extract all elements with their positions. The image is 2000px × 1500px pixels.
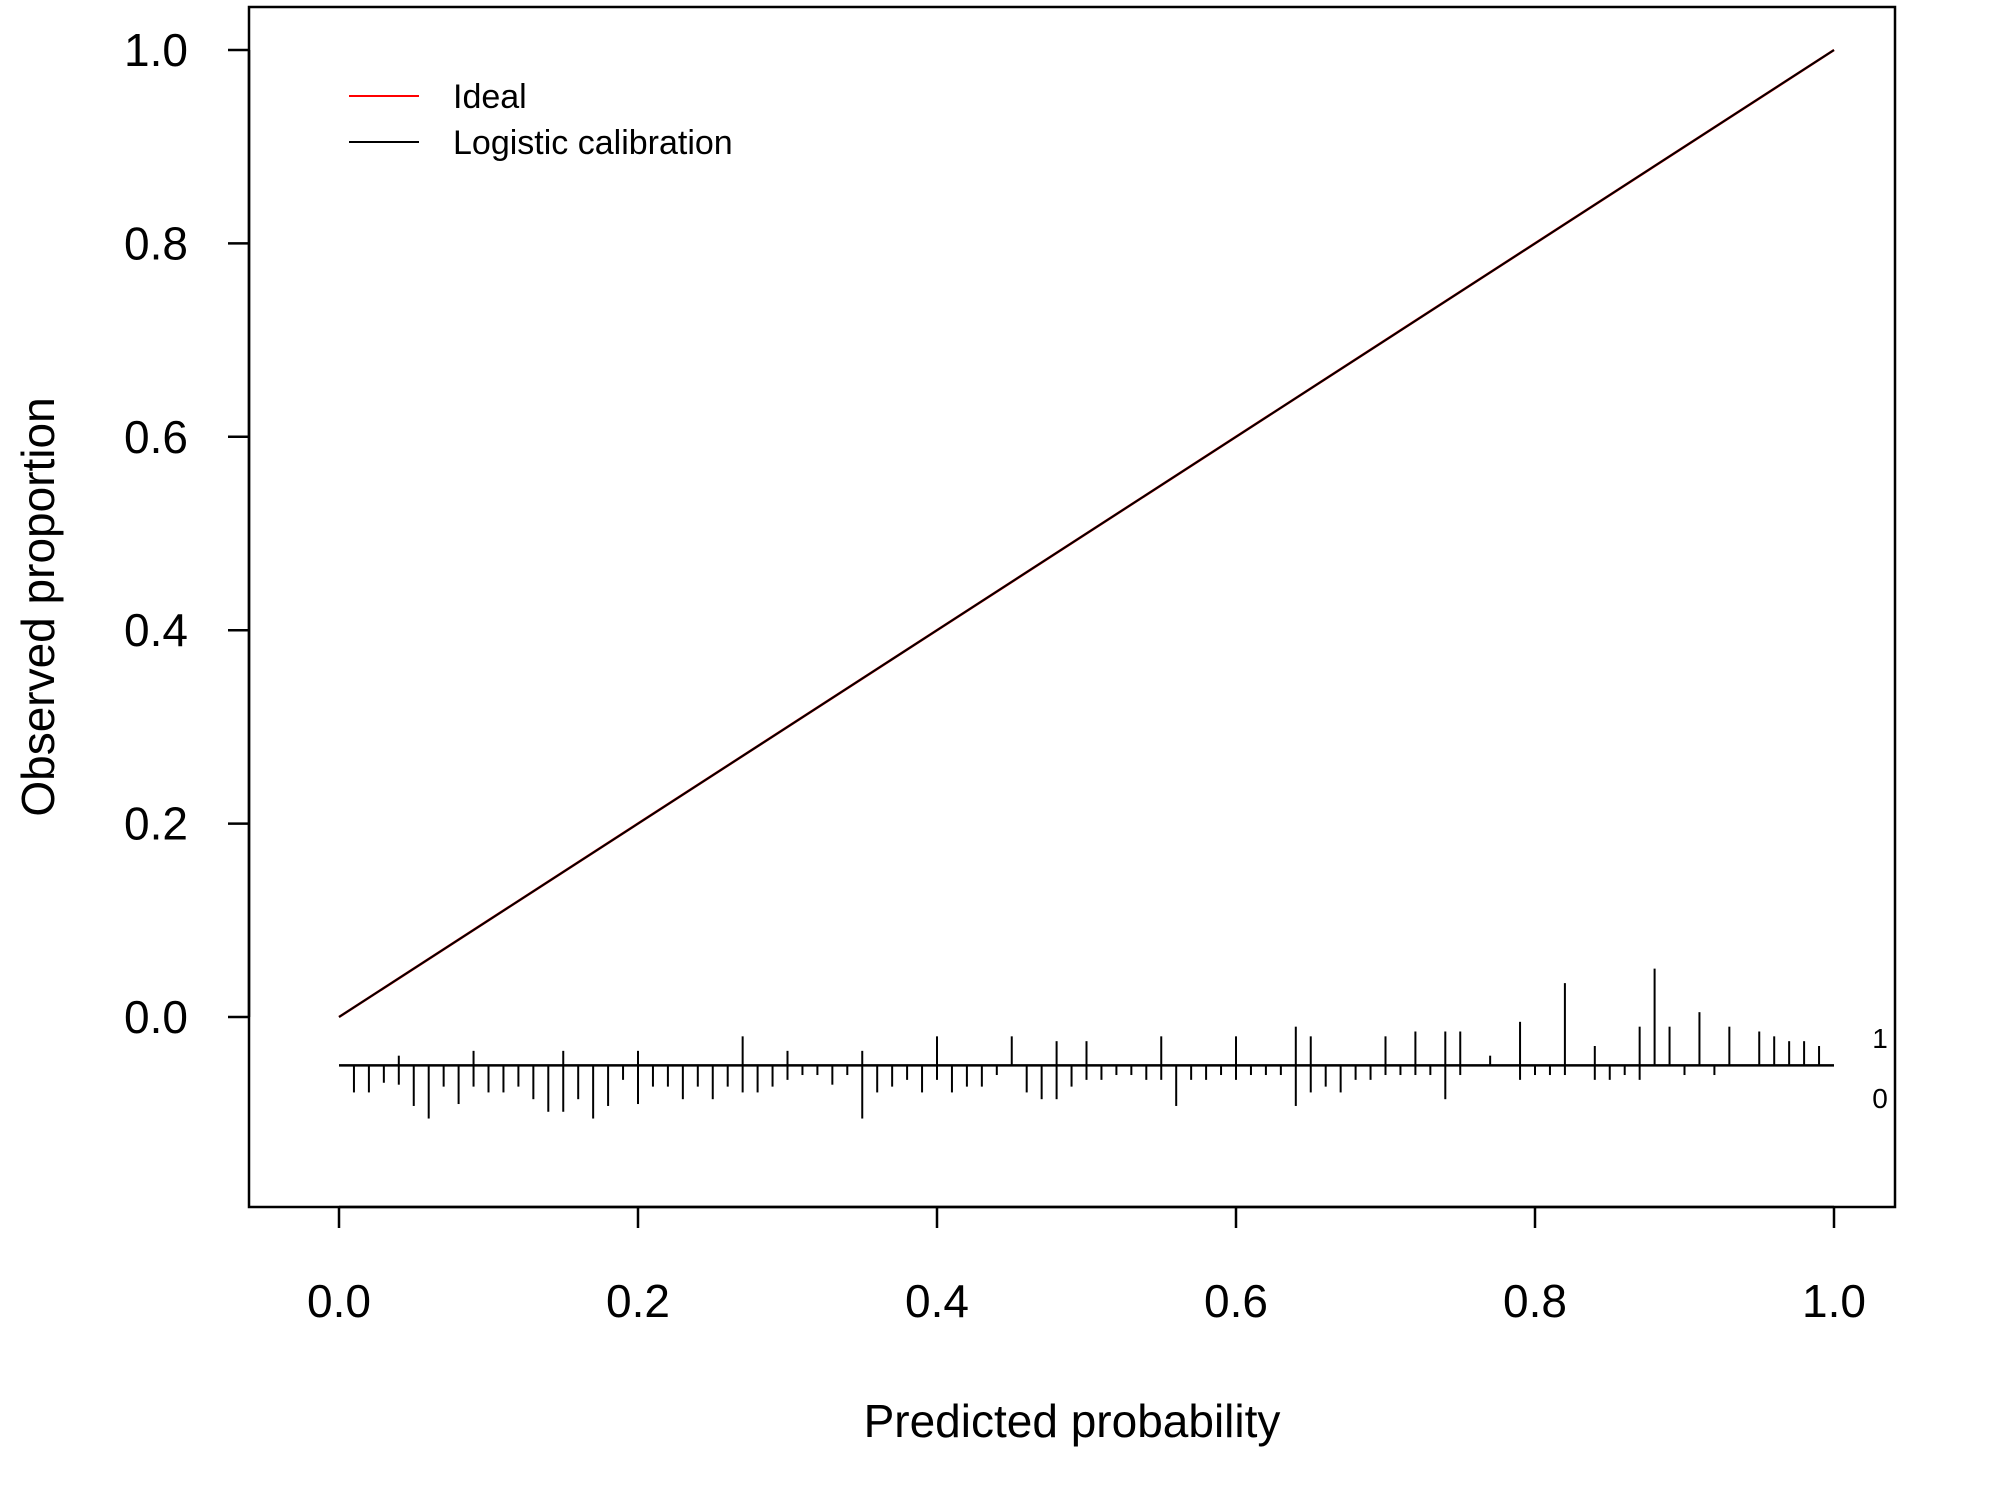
legend-label-logistic: Logistic calibration bbox=[453, 124, 733, 162]
rug-label-nonevents: 0 bbox=[1872, 1083, 1888, 1114]
x-tick-label: 0.2 bbox=[606, 1275, 670, 1327]
y-axis-title: Observed proportion bbox=[12, 397, 64, 816]
y-tick-label: 0.4 bbox=[124, 604, 188, 656]
x-tick-label: 0.6 bbox=[1204, 1275, 1268, 1327]
legend: Ideal Logistic calibration bbox=[349, 78, 733, 162]
y-tick-label: 0.0 bbox=[124, 991, 188, 1043]
x-axis-title: Predicted probability bbox=[864, 1395, 1281, 1447]
rug-layer bbox=[339, 968, 1834, 1119]
y-tick-label: 0.8 bbox=[124, 217, 188, 269]
x-tick-label: 0.0 bbox=[307, 1275, 371, 1327]
legend-label-ideal: Ideal bbox=[453, 78, 527, 116]
y-tick-label: 0.6 bbox=[124, 411, 188, 463]
y-tick-label: 1.0 bbox=[124, 24, 188, 76]
x-tick-label: 0.8 bbox=[1503, 1275, 1567, 1327]
series-logistic-calibration-line bbox=[338, 49, 1835, 1018]
y-tick-label: 0.2 bbox=[124, 798, 188, 850]
x-tick-label: 1.0 bbox=[1802, 1275, 1866, 1327]
series-layer bbox=[338, 48, 1835, 1019]
y-axis: 0.0 0.2 0.4 0.6 0.8 1.0 bbox=[124, 24, 251, 1043]
x-tick-label: 0.4 bbox=[905, 1275, 969, 1327]
x-axis: 0.0 0.2 0.4 0.6 0.8 1.0 bbox=[307, 1205, 1866, 1327]
rug-label-events: 1 bbox=[1872, 1023, 1888, 1054]
